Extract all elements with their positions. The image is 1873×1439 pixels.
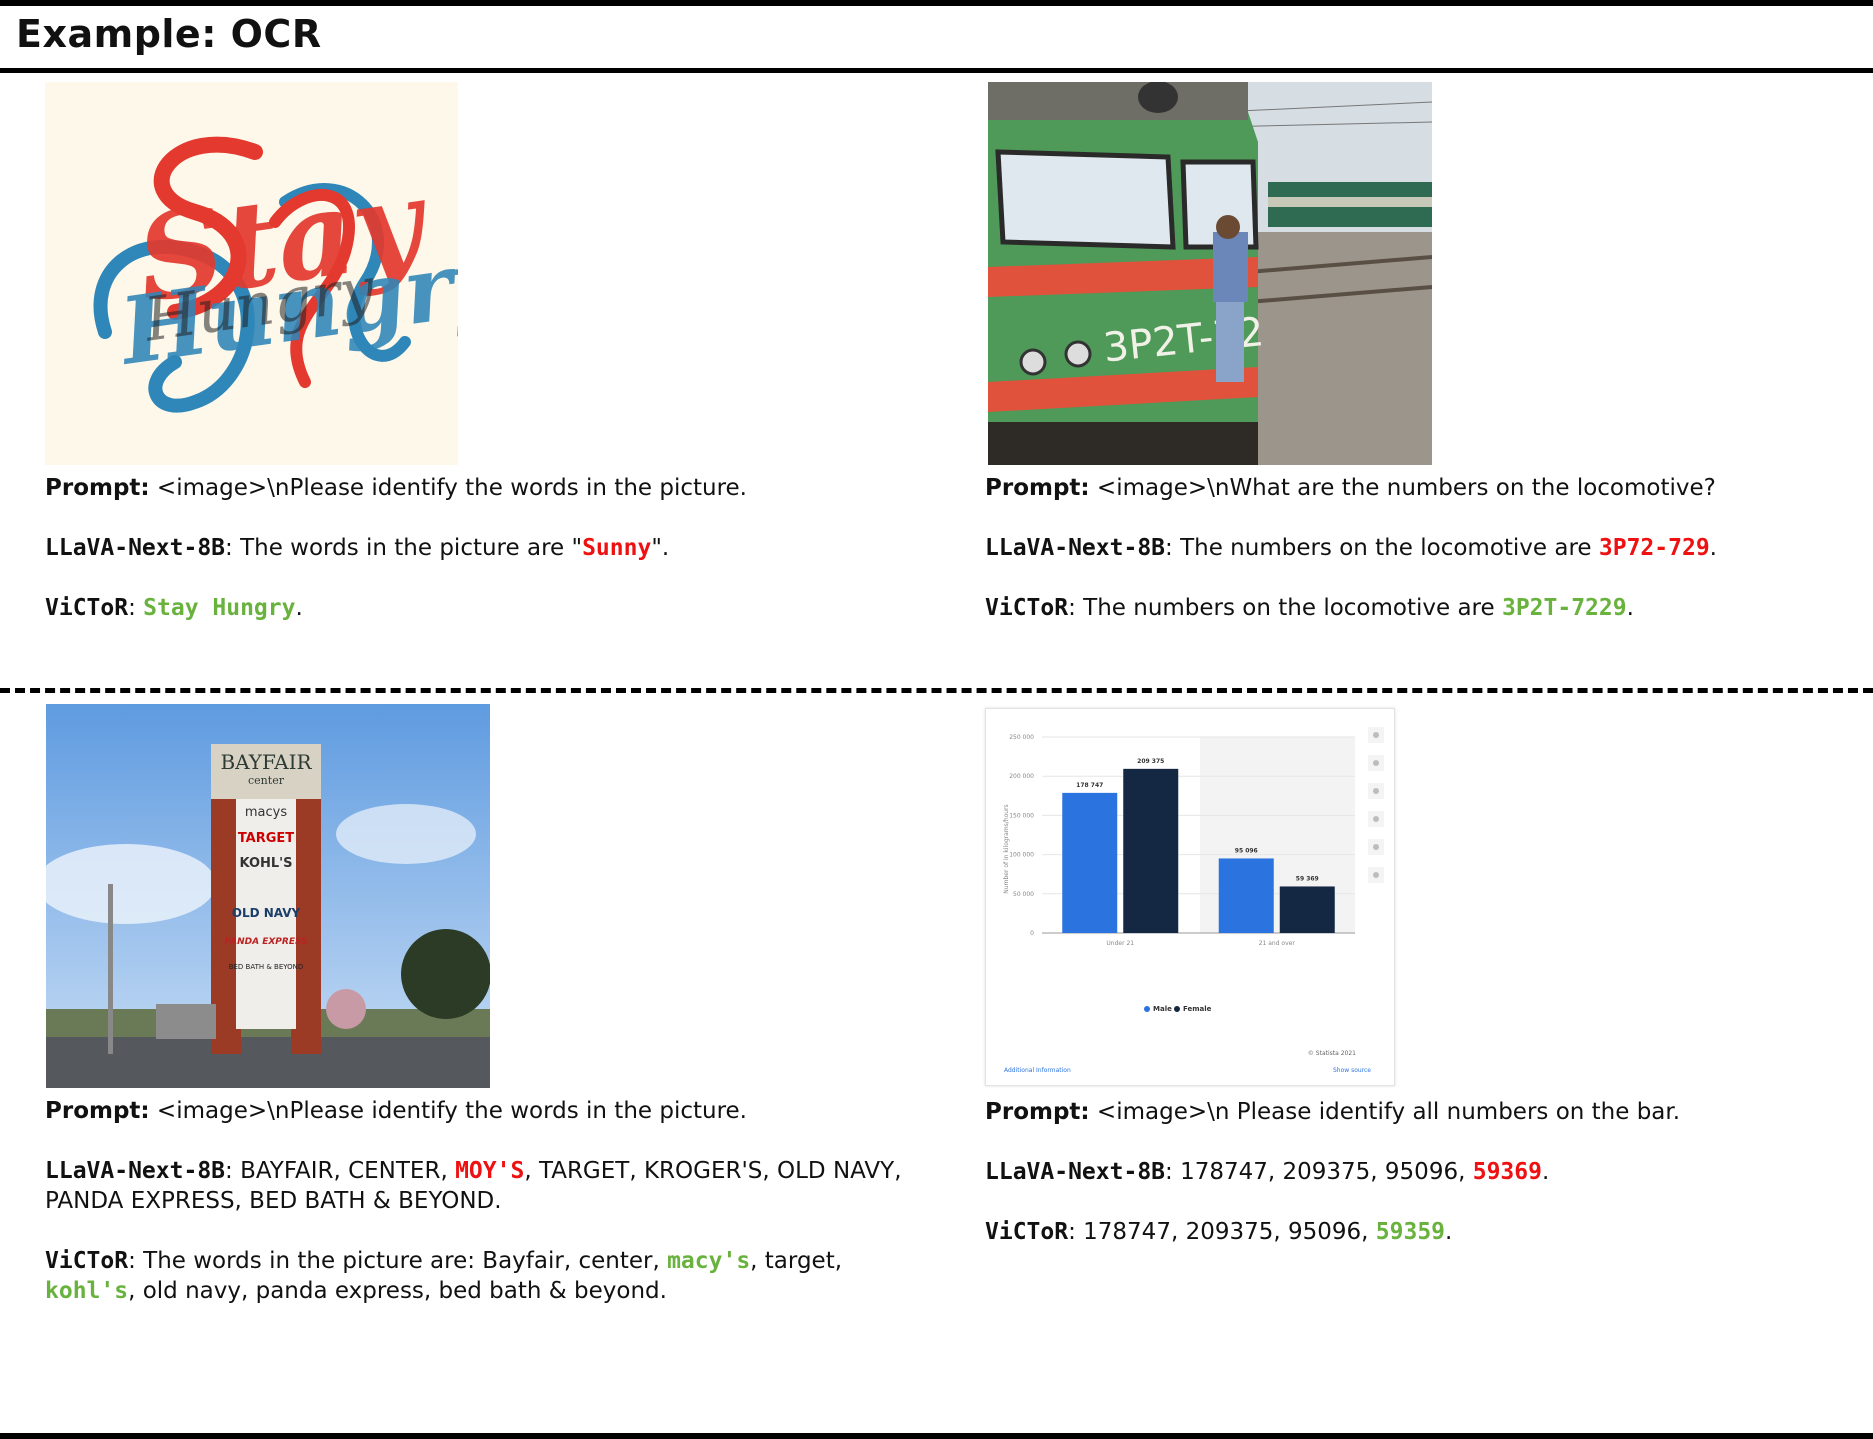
victor-answer: ViCToR: The words in the picture are: Ba…: [45, 1248, 843, 1304]
header-rule: [0, 68, 1873, 73]
x-category-label: Under 21: [1106, 940, 1134, 947]
example-1-text: Prompt: <image>\nPlease identify the wor…: [45, 473, 925, 623]
section-divider: [0, 688, 1873, 693]
llava-answer: LLaVA-Next-8B: The words in the picture …: [45, 535, 670, 561]
sign-bayfair: BAYFAIR: [220, 750, 312, 774]
bayfair-sign-image: BAYFAIR center macys TARGET KOHL'S OLD N…: [46, 704, 490, 1088]
x-category-label: 21 and over: [1259, 940, 1296, 947]
prompt-line: Prompt: <image>\nPlease identify the wor…: [45, 475, 747, 501]
sign-kohls: KOHL'S: [239, 856, 292, 871]
example-4-text: Prompt: <image>\n Please identify all nu…: [985, 1097, 1865, 1247]
y-axis-label: Number of in kilograms/hours: [1003, 804, 1010, 893]
legend-female: Female: [1183, 1005, 1212, 1013]
bottom-rule: [0, 1433, 1873, 1439]
stay-hungry-image: Stay Hungry Hungry: [45, 82, 458, 465]
bar-female-1: [1279, 886, 1335, 933]
prompt-line: Prompt: <image>\nPlease identify the wor…: [45, 1098, 747, 1124]
bar-female-0: [1123, 768, 1179, 933]
show-source-link: Show source: [1333, 1067, 1371, 1074]
y-tick-label: 0: [1030, 930, 1034, 937]
chart-toolbar-icons: [1368, 727, 1384, 883]
sign-center: center: [248, 774, 285, 787]
credit-text: © Statista 2021: [1308, 1050, 1356, 1057]
y-tick-label: 250 000: [1009, 734, 1034, 741]
llava-answer: LLaVA-Next-8B: BAYFAIR, CENTER, MOY'S, T…: [45, 1158, 902, 1214]
bar-male-0: [1062, 792, 1118, 933]
llava-answer: LLaVA-Next-8B: 178747, 209375, 95096, 59…: [985, 1159, 1550, 1185]
example-3-text: Prompt: <image>\nPlease identify the wor…: [45, 1096, 925, 1306]
bar-male-1: [1218, 858, 1274, 933]
additional-info-link: Additional Information: [1004, 1067, 1071, 1074]
bar-value-label: 209 375: [1137, 758, 1164, 765]
y-tick-label: 50 000: [1013, 891, 1034, 898]
sign-bedbath: BED BATH & BEYOND: [229, 963, 304, 971]
y-tick-label: 200 000: [1009, 773, 1034, 780]
y-tick-label: 150 000: [1009, 812, 1034, 819]
bar-chart-screenshot: 0 50 000 100 000 150 000 200 000 250 000 178 7…: [985, 708, 1395, 1086]
legend-male-swatch: [1144, 1006, 1150, 1012]
top-rule: [0, 0, 1873, 6]
victor-answer: ViCToR: The numbers on the locomotive ar…: [985, 595, 1634, 621]
prompt-line: Prompt: <image>\nWhat are the numbers on…: [985, 475, 1716, 501]
y-tick-label: 100 000: [1009, 852, 1034, 859]
legend-female-swatch: [1174, 1006, 1180, 1012]
sign-oldnavy: OLD NAVY: [232, 906, 301, 920]
victor-answer: ViCToR: 178747, 209375, 95096, 59359.: [985, 1219, 1453, 1245]
bar-value-label: 59 369: [1296, 875, 1319, 882]
sign-target: TARGET: [238, 831, 294, 846]
bar-value-label: 178 747: [1076, 782, 1103, 789]
sign-macys: macys: [245, 805, 287, 820]
llava-answer: LLaVA-Next-8B: The numbers on the locomo…: [985, 535, 1717, 561]
bar-chart: 0 50 000 100 000 150 000 200 000 250 000 178 7…: [1003, 727, 1384, 1074]
example-2-text: Prompt: <image>\nWhat are the numbers on…: [985, 473, 1865, 623]
bar-value-label: 95 096: [1235, 847, 1258, 854]
victor-answer: ViCToR: Stay Hungry.: [45, 595, 303, 621]
page-title: Example: OCR: [16, 12, 322, 56]
sign-panda: PANDA EXPRESS: [224, 937, 307, 947]
locomotive-image: 3P2T-72: [988, 82, 1432, 465]
prompt-line: Prompt: <image>\n Please identify all nu…: [985, 1099, 1681, 1125]
legend-male: Male: [1153, 1005, 1172, 1013]
